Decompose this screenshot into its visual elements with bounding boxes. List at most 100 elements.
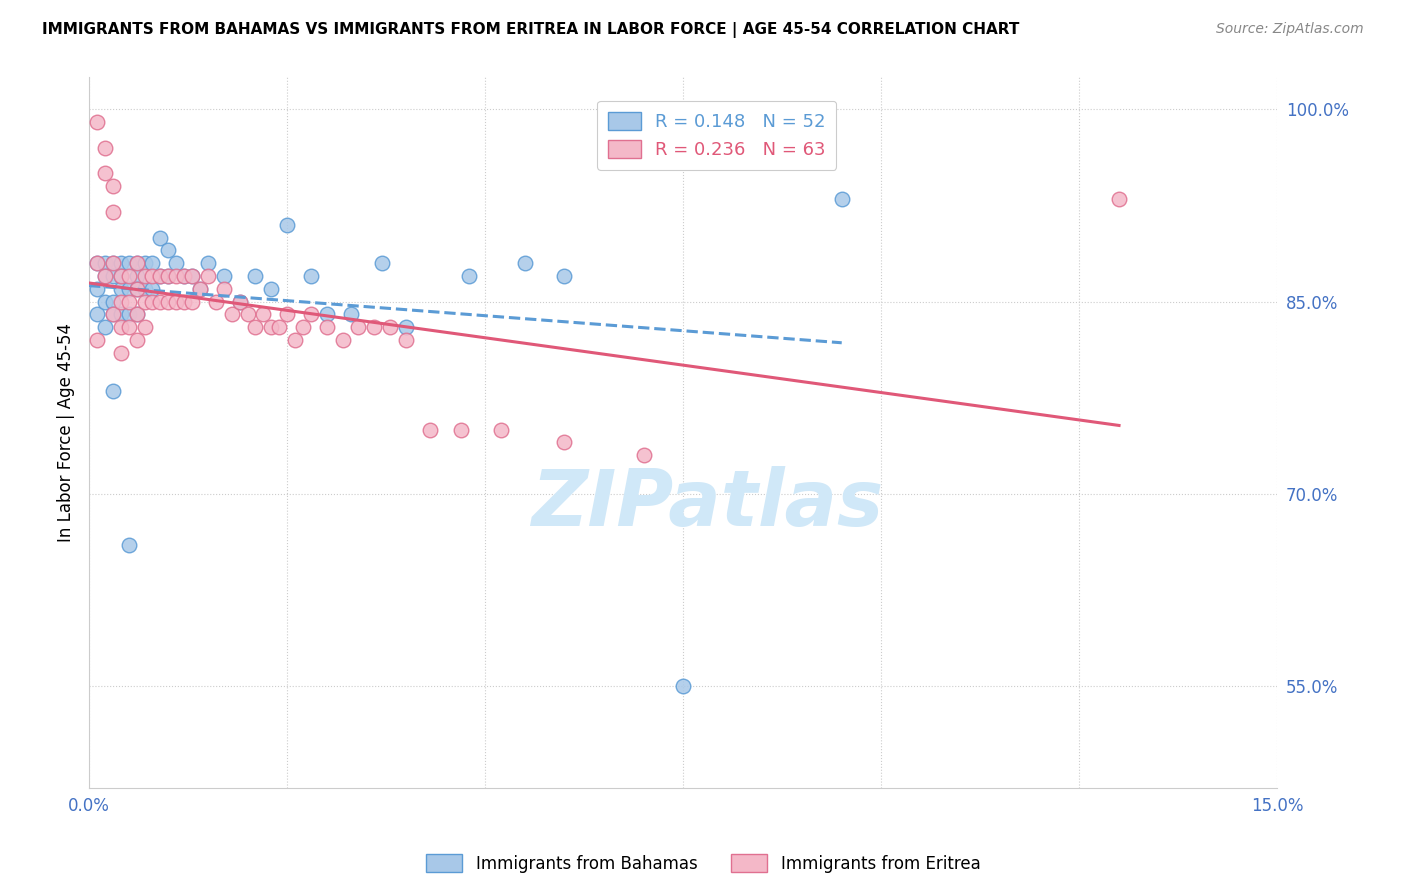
Point: [125, 282, 148, 296]
Point: [141, 294, 163, 309]
Point: [86, 256, 108, 270]
Point: [94, 166, 117, 180]
Point: [125, 307, 148, 321]
Point: [94, 320, 117, 334]
Point: [173, 268, 195, 283]
Point: [395, 333, 418, 347]
Legend: Immigrants from Bahamas, Immigrants from Eritrea: Immigrants from Bahamas, Immigrants from…: [419, 847, 987, 880]
Point: [260, 320, 283, 334]
Point: [157, 268, 180, 283]
Point: [141, 282, 163, 296]
Point: [110, 268, 132, 283]
Point: [228, 294, 250, 309]
Point: [118, 538, 141, 552]
Legend: R = 0.148   N = 52, R = 0.236   N = 63: R = 0.148 N = 52, R = 0.236 N = 63: [598, 101, 837, 170]
Point: [339, 307, 361, 321]
Point: [553, 268, 575, 283]
Point: [165, 256, 187, 270]
Point: [94, 141, 117, 155]
Point: [110, 320, 132, 334]
Point: [276, 307, 298, 321]
Point: [299, 268, 322, 283]
Point: [197, 268, 219, 283]
Point: [269, 320, 291, 334]
Point: [118, 294, 141, 309]
Point: [157, 294, 180, 309]
Point: [125, 256, 148, 270]
Point: [228, 294, 250, 309]
Point: [118, 307, 141, 321]
Point: [276, 218, 298, 232]
Point: [94, 268, 117, 283]
Text: ZIPatlas: ZIPatlas: [531, 466, 883, 542]
Point: [101, 256, 124, 270]
Point: [141, 256, 163, 270]
Point: [118, 320, 141, 334]
Point: [125, 256, 148, 270]
Point: [212, 282, 235, 296]
Point: [165, 294, 187, 309]
Point: [118, 256, 141, 270]
Point: [118, 268, 141, 283]
Point: [553, 435, 575, 450]
Point: [125, 268, 148, 283]
Point: [236, 307, 259, 321]
Point: [513, 256, 536, 270]
Point: [221, 307, 243, 321]
Point: [94, 294, 117, 309]
Point: [94, 268, 117, 283]
Point: [181, 268, 204, 283]
Point: [181, 294, 204, 309]
Point: [134, 268, 156, 283]
Point: [395, 320, 418, 334]
Text: IMMIGRANTS FROM BAHAMAS VS IMMIGRANTS FROM ERITREA IN LABOR FORCE | AGE 45-54 CO: IMMIGRANTS FROM BAHAMAS VS IMMIGRANTS FR…: [42, 22, 1019, 38]
Point: [157, 268, 180, 283]
Point: [157, 244, 180, 258]
Text: Source: ZipAtlas.com: Source: ZipAtlas.com: [1216, 22, 1364, 37]
Point: [173, 294, 195, 309]
Point: [110, 282, 132, 296]
Point: [149, 268, 172, 283]
Point: [458, 268, 481, 283]
Point: [86, 115, 108, 129]
Point: [188, 282, 211, 296]
Point: [125, 282, 148, 296]
Point: [86, 307, 108, 321]
Point: [125, 307, 148, 321]
Point: [165, 268, 187, 283]
Y-axis label: In Labor Force | Age 45-54: In Labor Force | Age 45-54: [58, 323, 75, 542]
Point: [101, 307, 124, 321]
Point: [245, 320, 267, 334]
Point: [332, 333, 354, 347]
Point: [378, 320, 401, 334]
Point: [149, 268, 172, 283]
Point: [299, 307, 322, 321]
Point: [110, 294, 132, 309]
Point: [173, 268, 195, 283]
Point: [1108, 192, 1130, 206]
Point: [315, 307, 337, 321]
Point: [450, 423, 472, 437]
Point: [633, 448, 655, 462]
Point: [118, 282, 141, 296]
Point: [101, 256, 124, 270]
Point: [101, 268, 124, 283]
Point: [101, 179, 124, 194]
Point: [134, 294, 156, 309]
Point: [205, 294, 228, 309]
Point: [149, 230, 172, 244]
Point: [101, 384, 124, 399]
Point: [245, 268, 267, 283]
Point: [86, 333, 108, 347]
Point: [489, 423, 512, 437]
Point: [101, 307, 124, 321]
Point: [101, 205, 124, 219]
Point: [371, 256, 394, 270]
Point: [134, 282, 156, 296]
Point: [212, 268, 235, 283]
Point: [110, 346, 132, 360]
Point: [260, 282, 283, 296]
Point: [110, 307, 132, 321]
Point: [347, 320, 370, 334]
Point: [101, 294, 124, 309]
